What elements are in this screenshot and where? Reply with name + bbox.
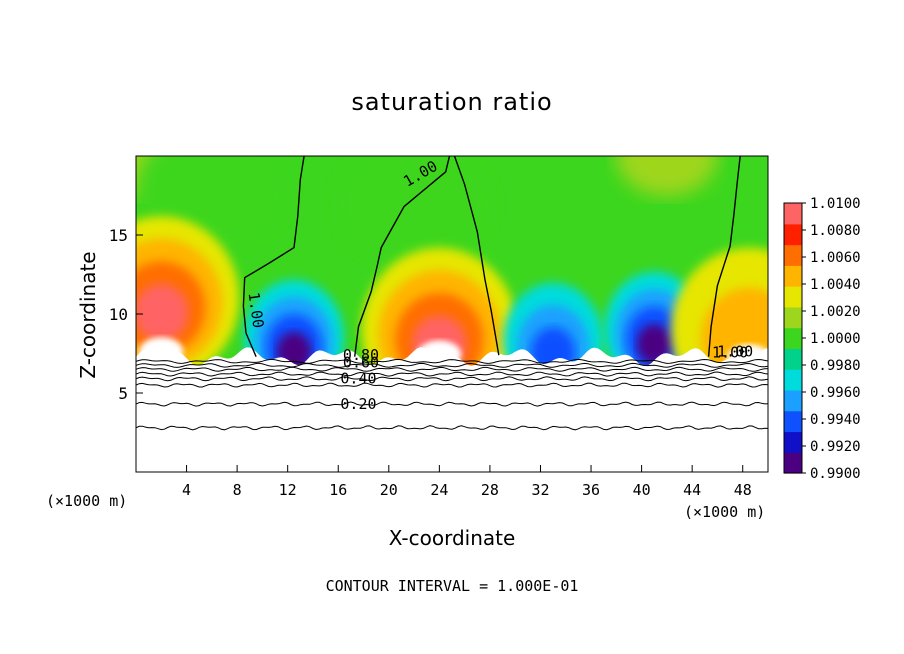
- colorbar-swatch: [784, 244, 802, 266]
- lower-contour-line: [136, 425, 768, 431]
- lower-contour-line: [136, 401, 768, 407]
- saturation-contour-line: [453, 156, 500, 356]
- contour-label: 0.20: [340, 395, 376, 413]
- x-tick-label: 24: [430, 481, 448, 499]
- x-axis-label: X-coordinate: [388, 526, 516, 550]
- lower-contour-line: [136, 376, 768, 382]
- colorbar-label: 0.9980: [810, 358, 861, 374]
- colorbar-label: 1.0060: [810, 250, 861, 266]
- contour-label: 0.80: [343, 346, 379, 364]
- colorbar: 1.0100 1.0080 1.0060 1.0040 1.0020 1.0000 0.99…: [783, 196, 861, 482]
- contour-labels: 1.001.001.001.000.800.600.400.20: [245, 157, 754, 413]
- lower-contour-line: [136, 382, 768, 388]
- lower-contour-line: [136, 371, 768, 377]
- contour-interval-note: CONTOUR INTERVAL = 1.000E-01: [325, 577, 579, 595]
- field-shade: [338, 156, 490, 264]
- unshaded-lower-area: [136, 347, 768, 472]
- contour-label: 0.60: [343, 354, 379, 372]
- x-tick-label: 4: [182, 481, 191, 499]
- x-unit-note-right: (×1000 m): [684, 503, 766, 521]
- x-tick-label: 16: [329, 481, 347, 499]
- y-tick-label: 15: [109, 226, 128, 245]
- contour-label: 1.00: [245, 291, 268, 329]
- colorbar-label: 1.0100: [810, 196, 861, 212]
- colorbar-swatch: [784, 265, 802, 287]
- x-tick-label: 8: [233, 481, 242, 499]
- x-tick-label: 28: [481, 481, 499, 499]
- colorbar-swatch: [784, 306, 802, 329]
- x-ticks: 4 8 12 16 20 24 28 32 36 40 44 48: [182, 465, 752, 499]
- colorbar-label: 1.0040: [810, 277, 861, 293]
- lower-region: [136, 347, 768, 472]
- x-tick-label: 48: [734, 481, 752, 499]
- x-tick-label: 40: [633, 481, 651, 499]
- colorbar-label: 0.9940: [810, 412, 861, 428]
- lower-contour-line: [136, 366, 768, 372]
- colorbar-label: 0.9960: [810, 385, 861, 401]
- lower-contour-line: [136, 362, 768, 368]
- lower-contour-line: [136, 358, 768, 364]
- colorbar-swatch: [784, 348, 802, 370]
- colorbar-label: 1.0080: [810, 223, 861, 239]
- x-tick-label: 20: [380, 481, 398, 499]
- colorbar-swatch: [784, 389, 802, 412]
- colorbar-label: 1.0000: [810, 331, 861, 347]
- colorbar-swatch: [784, 223, 802, 246]
- colorbar-label: 0.9920: [810, 439, 861, 455]
- x-tick-label: 12: [279, 481, 297, 499]
- saturation-contour-line: [354, 156, 451, 357]
- saturation-contour-line: [707, 156, 741, 357]
- x-unit-note-left: (×1000 m): [46, 492, 128, 510]
- colorbar-label: 0.9900: [810, 466, 861, 482]
- colorbar-swatch: [784, 431, 802, 453]
- colorbar-swatch: [784, 452, 802, 474]
- colorbar-swatch: [784, 327, 802, 349]
- y-tick-label: 5: [118, 384, 128, 403]
- colorbar-swatch: [784, 286, 802, 308]
- chart-title: saturation ratio: [351, 88, 553, 116]
- field-shade: [616, 156, 718, 196]
- supersaturated-region: [136, 284, 189, 342]
- y-tick-label: 10: [109, 305, 128, 324]
- contour-label: 1.00: [712, 343, 748, 361]
- x-tick-label: 36: [582, 481, 600, 499]
- saturation-contour-line: [242, 156, 305, 357]
- x-tick-label: 44: [683, 481, 701, 499]
- x-tick-label: 32: [531, 481, 549, 499]
- contour-label: 1.00: [717, 343, 753, 361]
- contour-label: 0.40: [340, 370, 376, 388]
- contour-lines: [136, 156, 768, 431]
- colorbar-swatch: [784, 369, 802, 391]
- colorbar-swatch: [784, 410, 802, 433]
- colorbar-swatch: [784, 203, 802, 225]
- colorbar-label: 1.0020: [810, 304, 861, 320]
- y-ticks: 5 10 15: [109, 226, 143, 403]
